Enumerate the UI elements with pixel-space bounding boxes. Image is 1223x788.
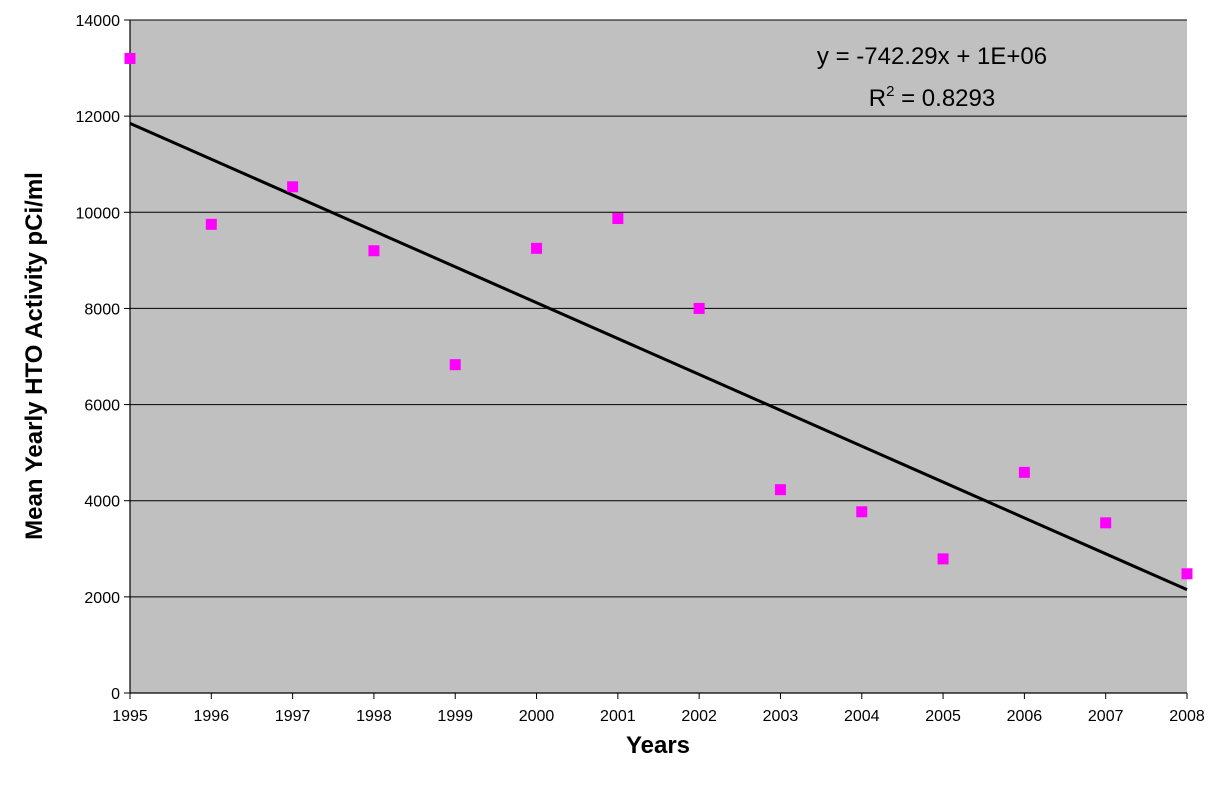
data-point <box>937 553 949 565</box>
x-tick-label: 2007 <box>1088 708 1124 725</box>
trendline-group <box>129 121 1188 592</box>
x-tick-label: 1996 <box>194 708 230 725</box>
data-point <box>693 302 705 314</box>
data-point <box>287 181 299 193</box>
x-tick-label: 2004 <box>844 708 880 725</box>
data-point <box>774 484 786 496</box>
x-tick-label: 1999 <box>437 708 473 725</box>
data-point <box>449 359 461 371</box>
x-tick-label: 2003 <box>763 708 799 725</box>
x-tick-label: 2002 <box>681 708 717 725</box>
axes <box>124 19 1188 699</box>
y-tick-labels: 0 2000 4000 6000 8000 10000 12000 14000 <box>76 13 121 703</box>
x-axis-title: Years <box>626 732 690 759</box>
y-tick-label: 14000 <box>76 13 121 30</box>
y-tick-label: 12000 <box>76 109 121 126</box>
data-point <box>124 52 136 64</box>
data-point <box>1018 466 1030 478</box>
y-tick-label: 6000 <box>84 398 120 415</box>
x-tick-labels: 1995 1996 1997 1998 1999 2000 2001 2002 2003 2004… <box>112 708 1205 725</box>
data-point <box>1181 568 1193 580</box>
x-tick-label: 2005 <box>925 708 961 725</box>
x-tick-label: 2006 <box>1007 708 1043 725</box>
data-point <box>1100 517 1112 529</box>
data-point <box>368 245 380 257</box>
data-points <box>124 52 1193 580</box>
y-tick-label: 8000 <box>84 301 120 318</box>
x-tick-label: 1997 <box>275 708 311 725</box>
x-tick-label: 2000 <box>519 708 555 725</box>
trendline-equation: y = -742.29x + 1E+06 <box>817 43 1047 70</box>
y-tick-label: 0 <box>111 686 120 703</box>
y-tick-label: 10000 <box>76 205 121 222</box>
y-tick-label: 2000 <box>84 590 120 607</box>
x-tick-label: 2008 <box>1169 708 1205 725</box>
gridlines <box>130 19 1187 598</box>
data-point <box>856 506 868 518</box>
x-tick-label: 1995 <box>112 708 148 725</box>
data-point <box>205 218 217 230</box>
y-tick-label: 4000 <box>84 494 120 511</box>
x-tick-label: 2001 <box>600 708 636 725</box>
x-tick-label: 1998 <box>356 708 392 725</box>
r-squared-label: R2 = 0.8293 <box>869 83 995 112</box>
data-point <box>531 242 543 254</box>
trendline <box>129 121 1188 592</box>
data-point <box>612 213 624 225</box>
y-axis-title: Mean Yearly HTO Activity pCi/ml <box>21 172 48 540</box>
